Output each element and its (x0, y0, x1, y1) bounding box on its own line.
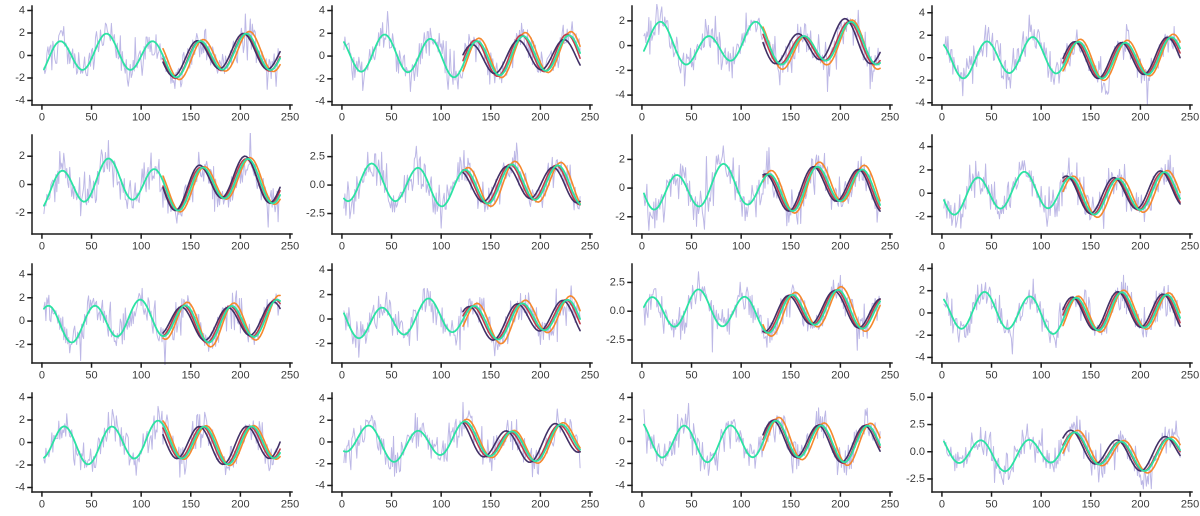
subplot-canvas-r2c1 (0, 129, 300, 258)
subplot-canvas-r4c4 (900, 387, 1200, 516)
subplot-r4c1 (0, 387, 300, 516)
subplot-r3c2 (300, 258, 600, 387)
subplot-canvas-r2c4 (900, 129, 1200, 258)
subplot-r3c4 (900, 258, 1200, 387)
subplot-canvas-r4c1 (0, 387, 300, 516)
subplot-r4c4 (900, 387, 1200, 516)
subplot-r1c4 (900, 0, 1200, 129)
subplot-r3c1 (0, 258, 300, 387)
subplot-r1c2 (300, 0, 600, 129)
subplot-canvas-r3c4 (900, 258, 1200, 387)
subplot-canvas-r4c3 (600, 387, 900, 516)
subplot-canvas-r1c4 (900, 0, 1200, 129)
subplot-canvas-r2c2 (300, 129, 600, 258)
subplot-canvas-r1c2 (300, 0, 600, 129)
subplot-canvas-r1c3 (600, 0, 900, 129)
subplot-r1c1 (0, 0, 300, 129)
subplot-r1c3 (600, 0, 900, 129)
subplot-canvas-r4c2 (300, 387, 600, 516)
subplot-r3c3 (600, 258, 900, 387)
subplot-r4c2 (300, 387, 600, 516)
subplot-r2c1 (0, 129, 300, 258)
subplot-r2c3 (600, 129, 900, 258)
subplot-canvas-r1c1 (0, 0, 300, 129)
subplot-r2c2 (300, 129, 600, 258)
subplot-r4c3 (600, 387, 900, 516)
subplot-r2c4 (900, 129, 1200, 258)
subplot-canvas-r2c3 (600, 129, 900, 258)
subplot-canvas-r3c1 (0, 258, 300, 387)
subplot-canvas-r3c3 (600, 258, 900, 387)
subplot-canvas-r3c2 (300, 258, 600, 387)
